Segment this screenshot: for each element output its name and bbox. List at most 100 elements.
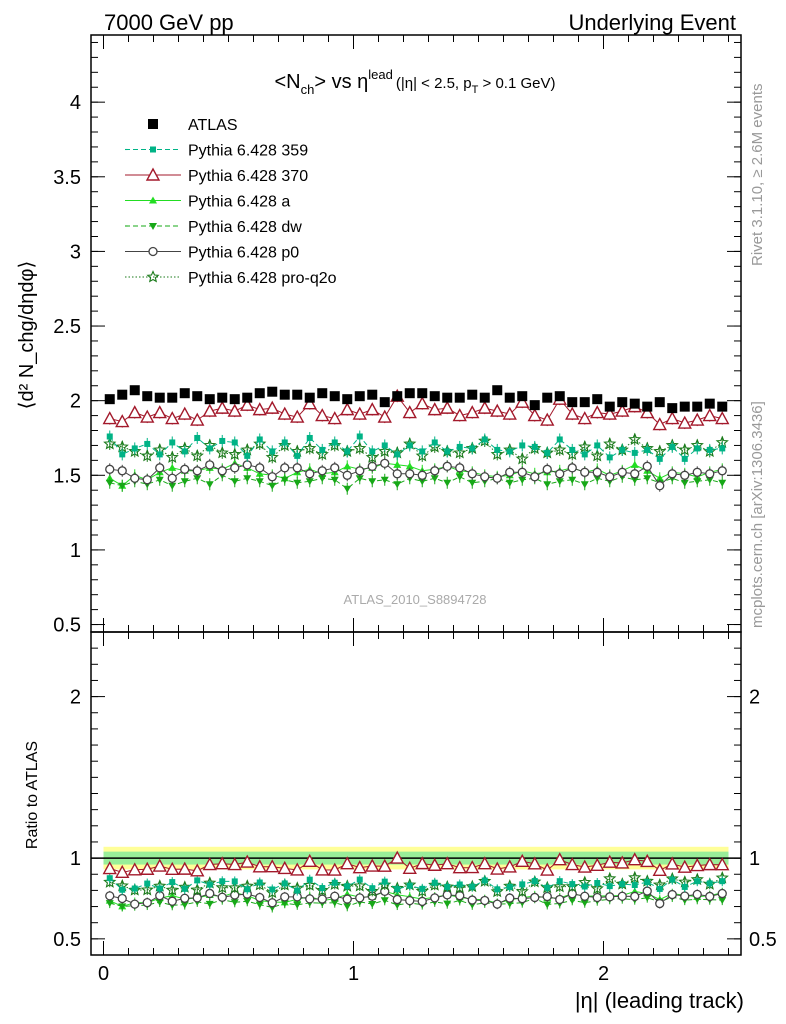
data-point: [617, 467, 627, 477]
ratio-point: [106, 875, 113, 882]
ratio-point: [303, 878, 317, 891]
ratio-point: [105, 891, 115, 901]
ratio-point: [319, 885, 326, 892]
data-point: [444, 448, 451, 455]
data-point: [192, 391, 203, 402]
data-point: [640, 405, 655, 419]
ratio-point: [477, 856, 492, 870]
data-point: [453, 445, 467, 459]
data-point: [680, 479, 689, 487]
ratio-point: [205, 888, 215, 899]
data-point: [354, 391, 365, 402]
ratio-point: [103, 875, 117, 888]
ratio-point: [265, 859, 280, 873]
ratio-point: [427, 857, 442, 871]
data-point: [430, 466, 440, 476]
data-point: [365, 402, 380, 416]
data-point: [555, 469, 565, 479]
data-point: [567, 463, 577, 473]
data-point: [106, 433, 113, 440]
data-point: [542, 464, 552, 474]
data-point: [380, 476, 389, 484]
title-main-sub: ch: [301, 82, 315, 97]
ratio-point: [315, 862, 330, 876]
data-point: [415, 396, 430, 410]
ratio-point: [565, 857, 580, 871]
series-5: [105, 457, 727, 910]
data-point: [377, 409, 392, 423]
data-point: [694, 445, 701, 452]
data-point: [644, 446, 651, 453]
ratio-point: [115, 864, 130, 879]
ratio-point: [640, 853, 655, 868]
data-point: [392, 469, 402, 479]
ratio-point: [177, 861, 192, 875]
data-point: [344, 448, 351, 455]
series-6: [103, 432, 729, 899]
ratio-point: [544, 884, 551, 891]
data-point: [177, 406, 192, 420]
data-point: [103, 436, 117, 450]
data-point: [155, 463, 165, 473]
ratio-point: [281, 880, 288, 887]
ratio-point: [581, 883, 588, 890]
data-point: [630, 460, 639, 468]
data-point: [243, 475, 252, 483]
ratio-point: [502, 859, 517, 873]
ratio-point: [194, 877, 201, 884]
ratio-point: [718, 897, 727, 905]
data-point: [419, 448, 426, 455]
data-point: [590, 448, 604, 462]
data-point: [556, 436, 563, 443]
data-point: [479, 392, 490, 403]
legend-marker: [145, 167, 161, 181]
data-point: [656, 455, 663, 462]
data-point: [392, 391, 403, 402]
legend-item: Pythia 6.428 a: [125, 194, 290, 211]
ratio-point: [442, 890, 452, 900]
data-point: [340, 402, 355, 416]
ratio-point: [327, 862, 342, 876]
data-point: [294, 452, 301, 459]
ratio-point: [142, 898, 152, 908]
data-point: [315, 408, 330, 422]
ratio-point: [540, 862, 555, 876]
data-point: [717, 401, 728, 412]
data-point: [167, 473, 177, 483]
series-4: [105, 469, 727, 913]
data-point: [655, 481, 665, 491]
ratio-point: [306, 876, 313, 883]
ratio-point: [492, 899, 502, 909]
data-point: [315, 447, 329, 460]
data-point: [152, 405, 167, 419]
analysis-id: ATLAS_2010_S8894728: [344, 592, 487, 607]
data-point: [130, 473, 140, 483]
data-point: [302, 396, 317, 410]
ratio-point: [190, 882, 204, 896]
ratio-point: [627, 852, 642, 866]
y-tick-label: 4: [70, 92, 81, 114]
legend-item: ATLAS: [148, 117, 238, 134]
y-tick-label: 3: [70, 241, 81, 263]
ratio-point: [169, 879, 176, 886]
data-point: [455, 463, 465, 473]
ratio-point: [568, 897, 577, 905]
legend-marker: [148, 246, 158, 257]
data-point: [165, 450, 179, 463]
ratio-point: [555, 894, 565, 905]
data-point: [467, 469, 477, 479]
y-tick-label: 2: [70, 391, 81, 413]
data-point: [355, 466, 365, 476]
ratio-point: [594, 880, 601, 887]
data-point: [592, 394, 603, 405]
data-point: [367, 389, 378, 400]
ratio-point: [355, 893, 365, 903]
ratio-point: [140, 861, 155, 875]
data-point: [430, 475, 439, 483]
ratio-point: [152, 858, 167, 872]
ratio-point: [669, 876, 676, 883]
ratio-point: [519, 881, 526, 888]
ratio-point: [167, 896, 177, 906]
ratio-point: [680, 891, 690, 901]
ratio-point: [390, 850, 405, 864]
